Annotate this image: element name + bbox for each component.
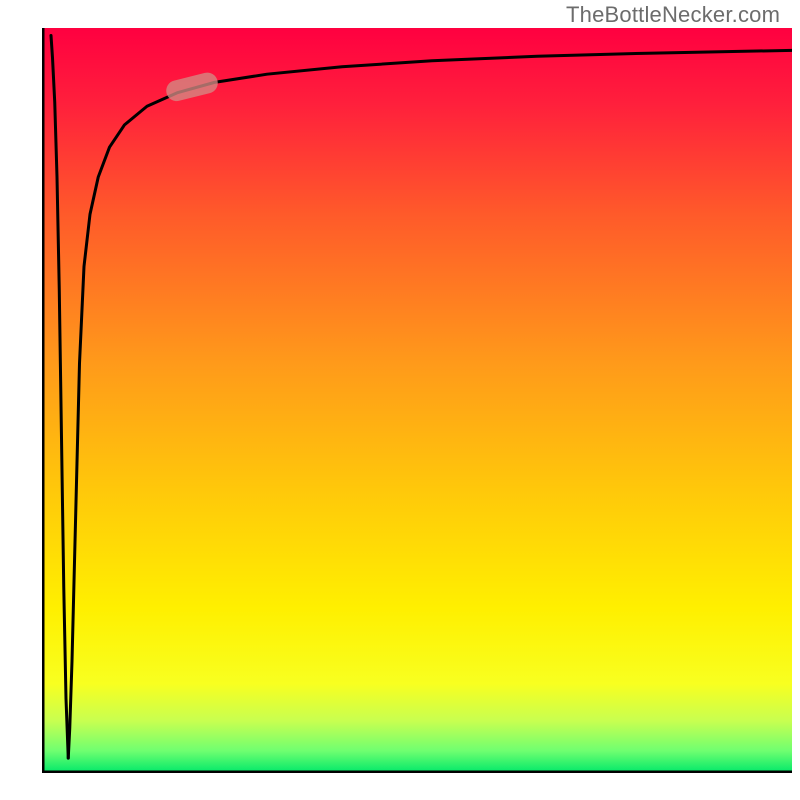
chart-container: TheBottleNecker.com: [0, 0, 800, 800]
plot-svg: [42, 28, 792, 773]
watermark-source: TheBottleNecker.com: [566, 2, 780, 28]
plot-area: [42, 28, 792, 773]
gradient-background: [42, 28, 792, 773]
